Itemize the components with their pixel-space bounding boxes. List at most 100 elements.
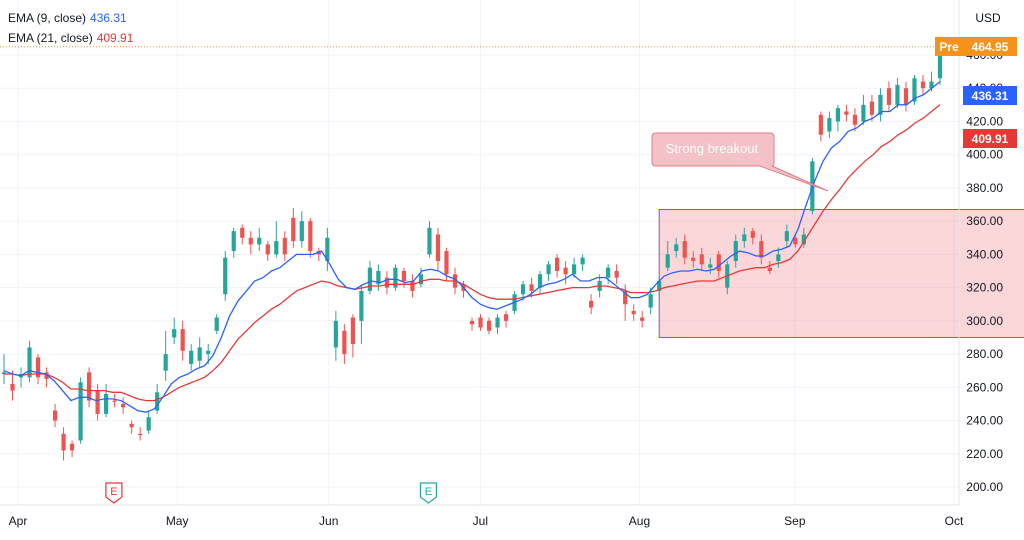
candle <box>138 427 143 441</box>
candle-body <box>384 277 390 288</box>
candle <box>606 264 611 285</box>
y-tick-label: 400.00 <box>966 148 1003 162</box>
candle-body <box>121 403 126 408</box>
candle-body <box>614 271 619 278</box>
candle <box>691 251 696 268</box>
event-badge-label: E <box>425 486 432 498</box>
earnings-event-marker[interactable]: E <box>419 482 438 504</box>
candle <box>291 207 296 248</box>
candle <box>172 317 177 345</box>
x-tick-label: Oct <box>945 514 964 528</box>
y-tick-label: 380.00 <box>966 181 1003 195</box>
candle-body <box>78 382 83 441</box>
candle-body <box>648 294 653 308</box>
candle <box>750 227 755 245</box>
candle-body <box>912 78 917 102</box>
candle-body <box>759 241 764 258</box>
candle-body <box>495 317 500 328</box>
candle <box>393 264 398 291</box>
range-rect <box>658 209 1024 338</box>
candle-body <box>691 257 696 262</box>
candle <box>410 274 415 298</box>
y-tick-label: 320.00 <box>966 281 1003 295</box>
candle-body <box>86 372 92 401</box>
candle <box>27 340 32 383</box>
candle-body <box>537 274 543 288</box>
candle-body <box>350 317 355 345</box>
candle <box>478 314 483 331</box>
candle <box>469 317 475 331</box>
candle-body <box>240 227 245 238</box>
earnings-event-marker[interactable]: E <box>105 482 123 504</box>
candle-body <box>35 357 41 378</box>
candle-body <box>138 433 143 436</box>
candle <box>350 314 355 358</box>
candle-body <box>282 237 287 255</box>
candle-body <box>214 317 219 331</box>
candle <box>580 254 585 271</box>
y-tick-label: 300.00 <box>966 314 1003 328</box>
candle-body <box>886 88 892 105</box>
candle <box>674 237 679 258</box>
legend-ema9-value: 436.31 <box>90 11 127 25</box>
candle <box>767 261 772 275</box>
candle <box>631 304 636 321</box>
candle-body <box>197 347 202 361</box>
candle-body <box>503 314 509 321</box>
candle-body <box>325 237 330 262</box>
candle <box>699 247 704 271</box>
ema9-line <box>3 81 941 413</box>
candle <box>44 367 49 388</box>
candle-body <box>520 284 526 295</box>
candle <box>163 330 168 381</box>
candle-body <box>920 81 926 89</box>
candle-body <box>937 48 943 79</box>
candle <box>827 111 832 139</box>
candle-body <box>401 271 407 281</box>
candle <box>759 234 764 265</box>
candle <box>435 227 441 271</box>
candle <box>1 354 7 384</box>
candle <box>197 337 202 368</box>
legend-ema21[interactable]: EMA (21, close) 409.91 <box>8 28 133 48</box>
candle-body <box>869 101 875 115</box>
candle <box>316 247 321 262</box>
candle <box>427 221 432 258</box>
candle <box>367 261 372 295</box>
candle-body <box>529 284 534 291</box>
ema9-price-badge: 436.31 <box>963 86 1017 105</box>
candle <box>18 367 24 388</box>
candle <box>784 224 789 248</box>
candle-body <box>623 290 628 305</box>
candle-body <box>478 317 483 328</box>
currency-label[interactable]: USD <box>975 11 1001 25</box>
candle-body <box>640 317 645 321</box>
candle-body <box>750 231 755 238</box>
event-badge-shape <box>419 482 438 504</box>
annotation-text: Strong breakout <box>666 141 759 156</box>
legend-ema9[interactable]: EMA (9, close) 436.31 <box>8 8 133 28</box>
candle <box>878 88 883 122</box>
candle-body <box>708 264 713 268</box>
candle <box>844 104 849 122</box>
candle-body <box>776 254 781 262</box>
candle-body <box>61 433 66 451</box>
candle-body <box>674 244 679 252</box>
candle <box>104 383 109 418</box>
x-tick-label: Jun <box>319 514 338 528</box>
event-badge-label: E <box>110 486 117 498</box>
candle <box>895 78 900 109</box>
candle-body <box>861 104 866 122</box>
ema21-price-badge: 409.91 <box>963 129 1017 148</box>
candle <box>563 261 568 285</box>
candle-body <box>44 372 49 379</box>
price-axis[interactable]: 200.00 220.00 240.00 260.00 280.00 300.00 320.… <box>958 0 1003 505</box>
event-badge-shape <box>105 482 123 504</box>
candle-body <box>895 84 900 105</box>
time-axis[interactable]: Apr May Jun Jul Aug Sep Oct <box>0 504 964 528</box>
candle-body <box>827 118 832 132</box>
candle-body <box>274 241 279 255</box>
candle-body <box>784 231 789 242</box>
